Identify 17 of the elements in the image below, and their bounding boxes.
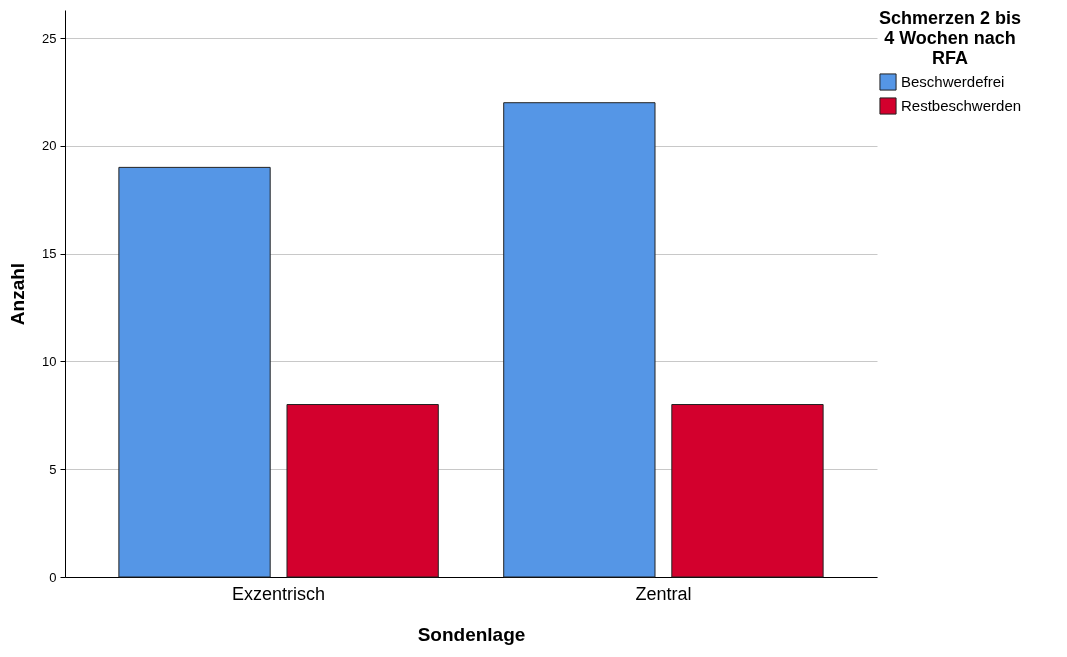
y-tick-label: 10 [42, 353, 57, 369]
bar [118, 166, 271, 578]
bar [286, 404, 439, 578]
legend-label: Beschwerdefrei [901, 73, 1005, 90]
y-tick-label: 0 [49, 569, 57, 585]
x-tick-label: Exzentrisch [232, 583, 326, 604]
y-tick-label: 25 [42, 30, 57, 46]
x-axis-title: Sondenlage [417, 623, 526, 645]
y-tick-label: 5 [49, 461, 57, 477]
bar [503, 102, 656, 578]
legend-label: Restbeschwerden [901, 97, 1022, 114]
bar [671, 404, 824, 578]
y-tick-label: 15 [42, 246, 57, 262]
x-tick-label: Zentral [635, 583, 692, 604]
y-tick-label: 20 [42, 138, 57, 154]
legend-title: Schmerzen 2 bis 4 Wochen nach RFA [878, 8, 1022, 68]
y-axis-title: Anzahl [7, 262, 29, 326]
